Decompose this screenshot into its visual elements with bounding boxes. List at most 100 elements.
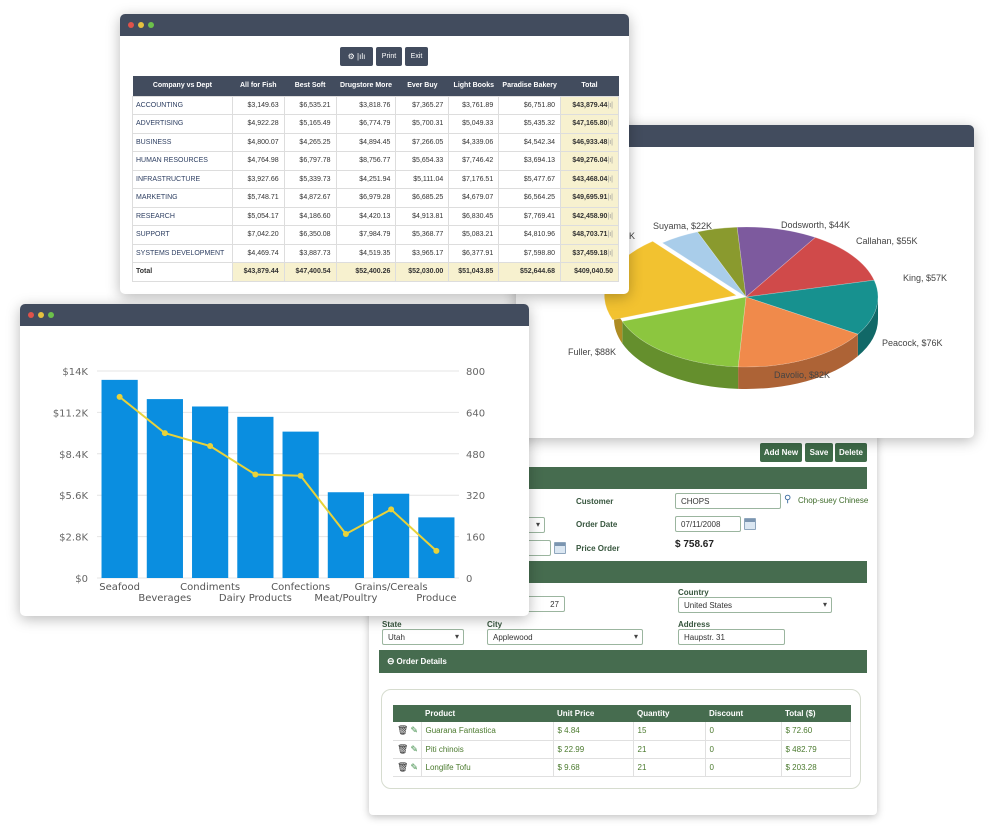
y-right-tick-label: 640 — [466, 408, 485, 419]
dept-cell[interactable]: HUMAN RESOURCES — [132, 151, 233, 171]
pencil-icon[interactable]: ✎ — [410, 725, 418, 736]
value-cell: $7,266.05 — [395, 132, 450, 152]
window-titlebar — [516, 125, 974, 147]
mini-chart-icon[interactable]: |ı| — [607, 231, 613, 239]
value-cell: $3,761.89 — [448, 95, 500, 115]
dept-cell[interactable]: ACCOUNTING — [132, 95, 233, 115]
exit-button[interactable]: Exit — [405, 47, 428, 66]
minimize-window-dot[interactable] — [38, 312, 44, 318]
city-select[interactable]: Applewood — [487, 629, 643, 645]
chart-settings-button[interactable]: ⚙ |ılı — [340, 47, 373, 66]
trash-icon[interactable]: 🗑 — [397, 725, 409, 736]
column-header[interactable]: All for Fish — [232, 76, 285, 96]
value-cell: $5,435.32 — [498, 114, 562, 134]
pie-slice[interactable] — [696, 226, 747, 299]
value-cell: $4,810.96 — [498, 225, 562, 245]
line-point — [388, 506, 395, 513]
customer-input[interactable]: CHOPS — [675, 493, 781, 509]
column-header[interactable]: Light Books — [448, 76, 499, 96]
pie-slice[interactable] — [661, 231, 747, 298]
search-icon[interactable]: ⚲ — [784, 494, 792, 505]
column-header[interactable]: Quantity — [633, 705, 705, 722]
calendar-icon[interactable] — [744, 518, 756, 530]
dept-cell[interactable]: RESEARCH — [132, 206, 233, 226]
pie-slice[interactable] — [745, 279, 879, 335]
value-cell: $3,694.13 — [498, 151, 562, 171]
table-row: SUPPORT $7,042.20 $6,350.08 $7,984.79 $5,368… — [132, 225, 619, 245]
pie-slice[interactable] — [737, 296, 859, 368]
print-button[interactable]: Print — [376, 47, 402, 66]
delete-button[interactable]: Delete — [835, 443, 867, 462]
y-right-tick-label: 160 — [466, 533, 485, 544]
mini-chart-icon[interactable]: |ı| — [607, 212, 613, 220]
maximize-window-dot[interactable] — [148, 22, 154, 28]
x-category-label: Beverages — [138, 593, 191, 604]
maximize-window-dot[interactable] — [48, 312, 54, 318]
unit-price-cell: $ 4.84 — [553, 722, 634, 741]
country-select[interactable]: United States — [678, 597, 832, 613]
value-cell: $4,251.94 — [335, 169, 397, 189]
column-header[interactable]: Total — [560, 76, 619, 96]
pie-chart — [604, 226, 879, 389]
mini-chart-icon[interactable]: |ı| — [607, 194, 613, 202]
minus-circle-icon[interactable]: ⊖ — [387, 656, 395, 666]
x-category-label: Seafood — [99, 582, 140, 593]
value-cell: $6,564.25 — [498, 188, 562, 208]
order-date-input[interactable]: 07/11/2008 — [675, 516, 741, 532]
column-header[interactable]: Ever Buy — [395, 76, 449, 96]
dept-cell[interactable]: BUSINESS — [132, 132, 233, 152]
pencil-icon[interactable]: ✎ — [410, 761, 418, 772]
column-header[interactable]: Company vs Dept — [132, 76, 233, 96]
value-cell: $6,979.28 — [335, 188, 397, 208]
close-window-dot[interactable] — [128, 22, 134, 28]
dept-cell[interactable]: SYSTEMS DEVELOPMENT — [132, 243, 233, 263]
table-row: 🗑 ✎ Longlife Tofu $ 9.68 21 0 $ 203.28 — [393, 758, 851, 777]
table-row: INFRASTRUCTURE $3,927.66 $5,339.73 $4,251.9… — [132, 169, 619, 189]
totals-label: Total — [132, 262, 233, 282]
mini-chart-icon[interactable]: |ı| — [607, 157, 613, 165]
address-input[interactable]: Haupstr. 31 — [678, 629, 785, 645]
trash-icon[interactable]: 🗑 — [397, 761, 409, 772]
dept-cell[interactable]: ADVERTISING — [132, 114, 233, 134]
column-header[interactable]: Product — [421, 705, 553, 722]
dept-cell[interactable]: INFRASTRUCTURE — [132, 169, 233, 189]
city-label: City — [487, 620, 503, 629]
mini-chart-icon[interactable]: |ı| — [607, 120, 613, 128]
minimize-window-dot[interactable] — [138, 22, 144, 28]
row-total-value: $47,165.80 — [572, 120, 608, 128]
pie-slice[interactable] — [736, 226, 816, 298]
pie-slice-side — [614, 297, 623, 344]
order-details-header[interactable]: ⊖ Order Details — [379, 650, 867, 673]
calendar-icon[interactable] — [554, 542, 566, 554]
dept-cell[interactable]: MARKETING — [132, 188, 233, 208]
x-category-label: Confections — [271, 582, 330, 593]
mini-chart-icon[interactable]: |ı| — [607, 249, 613, 257]
row-total-value: $37,459.18 — [572, 249, 608, 257]
column-header[interactable]: Drugstore More — [336, 76, 396, 96]
mini-chart-icon[interactable]: |ı| — [607, 101, 613, 109]
pie-slice[interactable] — [745, 237, 875, 298]
close-window-dot[interactable] — [28, 312, 34, 318]
order-details-title: Order Details — [396, 657, 447, 666]
column-header[interactable]: Discount — [705, 705, 781, 722]
mini-chart-icon[interactable]: |ı| — [607, 175, 613, 183]
pie-slice[interactable] — [621, 296, 747, 368]
column-header[interactable]: Best Soft — [284, 76, 337, 96]
pencil-icon[interactable]: ✎ — [410, 743, 418, 754]
customer-lookup-name: Chop-suey Chinese — [798, 496, 869, 505]
column-header[interactable]: Paradise Bakery — [498, 76, 561, 96]
y-left-tick-label: $2.8K — [59, 533, 88, 544]
value-cell: $7,984.79 — [335, 225, 397, 245]
trash-icon[interactable]: 🗑 — [397, 743, 409, 754]
column-header[interactable]: Unit Price — [553, 705, 633, 722]
column-header[interactable]: Total ($) — [781, 705, 851, 722]
row-total-value: $42,458.90 — [572, 212, 608, 220]
state-select[interactable]: Utah — [382, 629, 464, 645]
dept-cell[interactable]: SUPPORT — [132, 225, 233, 245]
order-details-panel — [381, 689, 861, 789]
order-date-label: Order Date — [576, 520, 618, 529]
add-new-button[interactable]: Add New — [760, 443, 802, 462]
mini-chart-icon[interactable]: |ı| — [607, 138, 613, 146]
save-button[interactable]: Save — [805, 443, 833, 462]
value-cell: $5,083.21 — [448, 225, 500, 245]
